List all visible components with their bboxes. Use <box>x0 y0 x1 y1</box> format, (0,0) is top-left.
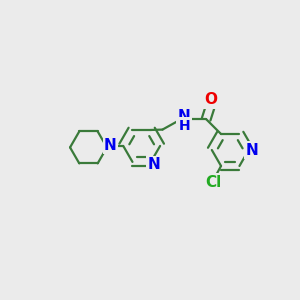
Text: N: N <box>104 137 117 152</box>
Text: Cl: Cl <box>206 175 222 190</box>
Text: N: N <box>178 109 190 124</box>
Text: N: N <box>246 142 259 158</box>
Text: N: N <box>148 158 160 172</box>
Text: O: O <box>204 92 217 107</box>
Text: H: H <box>178 119 190 133</box>
